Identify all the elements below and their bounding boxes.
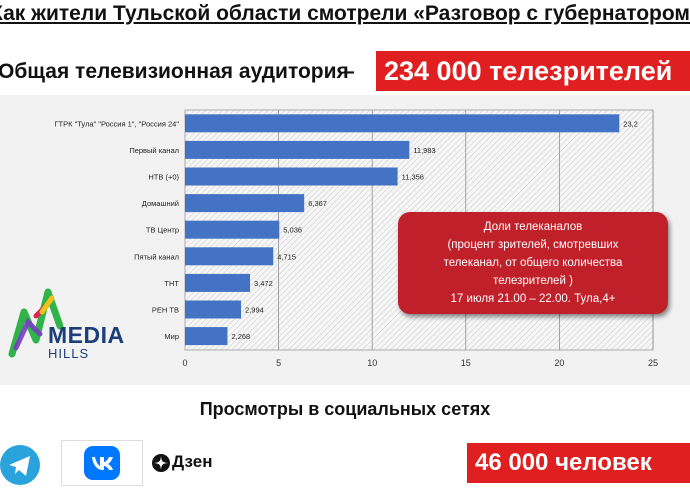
value-label: 6,367 xyxy=(308,199,327,208)
x-tick-label: 10 xyxy=(367,358,377,368)
bar xyxy=(185,140,410,159)
social-views-badge: 46 000 человек xyxy=(467,443,690,483)
bar xyxy=(185,247,274,266)
bar xyxy=(185,273,250,292)
category-labels: ГТРК "Тула" "Россия 1", "Россия 24" Первы… xyxy=(55,119,180,341)
category-label: НТВ (+0) xyxy=(148,173,179,182)
callout-line: Доли телеканалов xyxy=(483,221,583,233)
bar xyxy=(185,327,228,346)
callout-line: телезрителей ) xyxy=(493,275,573,287)
dzen-icon xyxy=(152,454,170,472)
audience-dash: – xyxy=(343,60,355,83)
value-label: 23,2 xyxy=(623,119,638,128)
x-tick-label: 20 xyxy=(554,358,564,368)
social-section-title: Просмотры в социальных сетях xyxy=(199,399,491,419)
chart-callout: Доли телеканалов (процент зрителей, смот… xyxy=(398,212,668,314)
bar xyxy=(185,300,242,319)
callout-line: телеканал, от общего количества xyxy=(443,257,623,269)
bar xyxy=(185,167,398,186)
callout-line: (процент зрителей, смотревших xyxy=(447,239,619,251)
audience-value-badge: 234 000 телезрителей xyxy=(376,51,690,91)
value-labels: 23,2 11,983 11,356 6,367 5,036 4,715 3,472 2,99… xyxy=(231,119,637,341)
category-label: ТНТ xyxy=(164,279,179,288)
vk-icon xyxy=(84,446,120,480)
dzen-label: Дзен xyxy=(172,452,213,471)
x-tick-label: 15 xyxy=(461,358,471,368)
bar xyxy=(185,114,620,133)
telegram-icon xyxy=(0,445,40,485)
x-tick-labels: 0 5 10 15 20 25 xyxy=(182,358,658,368)
category-label: Домашний xyxy=(142,199,179,208)
vk-tile xyxy=(61,440,143,486)
media-hills-logo-icon xyxy=(8,288,64,358)
bars xyxy=(185,114,620,346)
audience-label: Общая телевизионная аудитория xyxy=(0,60,349,83)
category-label: Мир xyxy=(164,332,179,341)
callout-line: 17 июля 21.00 – 22.00. Тула,4+ xyxy=(450,293,616,305)
category-label: РЕН ТВ xyxy=(152,306,179,315)
logo-word-hills: HILLS xyxy=(48,346,90,361)
value-label: 11,356 xyxy=(402,173,424,182)
x-tick-label: 25 xyxy=(648,358,658,368)
category-label: ТВ Центр xyxy=(146,226,179,235)
category-label: ГТРК "Тула" "Россия 1", "Россия 24" xyxy=(55,119,180,128)
x-tick-label: 5 xyxy=(276,358,281,368)
value-label: 3,472 xyxy=(254,279,273,288)
logo-word-media: MEDIA xyxy=(48,322,125,348)
value-label: 4,715 xyxy=(277,252,296,261)
category-label: Первый канал xyxy=(129,146,179,155)
value-label: 11,983 xyxy=(413,146,435,155)
category-label: Пятый канал xyxy=(134,252,179,261)
value-label: 5,036 xyxy=(283,226,302,235)
value-label: 2,994 xyxy=(245,306,264,315)
x-tick-label: 0 xyxy=(182,358,187,368)
page-title: Как жители Тульской области смотрели «Ра… xyxy=(0,2,690,25)
bar xyxy=(185,194,305,213)
value-label: 2,268 xyxy=(231,332,250,341)
bar xyxy=(185,220,280,239)
